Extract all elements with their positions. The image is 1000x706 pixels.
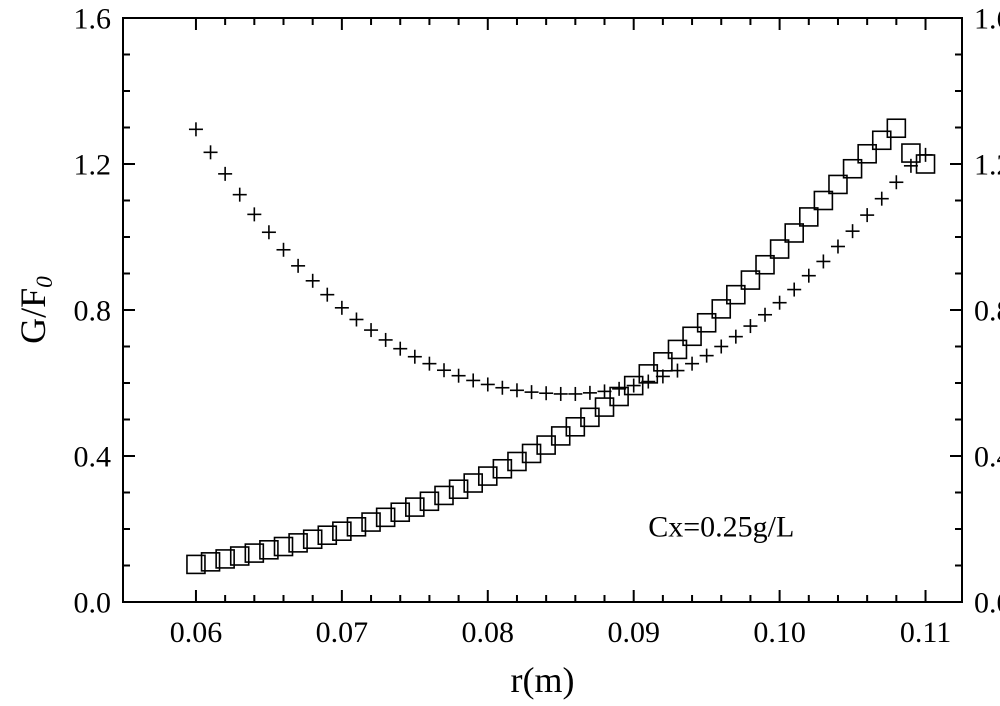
x-tick-label: 0.06 — [170, 616, 223, 649]
x-tick-label: 0.11 — [900, 616, 951, 649]
x-tick-label: 0.10 — [753, 616, 806, 649]
annotation-text: Cx=0.25g/L — [648, 510, 794, 543]
y-tick-label-left: 1.6 — [74, 3, 112, 36]
y-tick-label-left: 0.0 — [74, 587, 112, 620]
y-tick-label-right: 0.8 — [974, 295, 1000, 328]
y-tick-label-left: 0.8 — [74, 295, 112, 328]
svg-text:G/F0: G/F0 — [13, 276, 58, 344]
y-tick-label-right: 0.4 — [974, 441, 1000, 474]
x-axis: 0.06 0.07 0.08 0.09 0.10 0.11 r(m) — [170, 18, 952, 700]
y-tick-label-right: 1.2 — [974, 149, 1000, 182]
plot-frame — [123, 18, 962, 602]
x-tick-label: 0.07 — [316, 616, 369, 649]
y-tick-label-right: 1.6 — [974, 3, 1000, 36]
y-tick-label-left: 1.2 — [74, 149, 112, 182]
y-tick-label-right: 0.0 — [974, 587, 1000, 620]
series-plus-series — [189, 122, 933, 401]
x-tick-label: 0.08 — [462, 616, 515, 649]
x-axis-label: r(m) — [511, 660, 575, 700]
series-square-series — [187, 119, 935, 573]
scatter-chart: 0.06 0.07 0.08 0.09 0.10 0.11 r(m) 0.0 0.0 0.4 0.4… — [0, 0, 1000, 706]
x-tick-label: 0.09 — [607, 616, 660, 649]
y-tick-label-left: 0.4 — [74, 441, 112, 474]
y-axis: 0.0 0.0 0.4 0.4 0.8 0.8 1.2 1.2 1.6 1.6 G/F0 — [13, 3, 1000, 620]
y-axis-label: G/F0 — [13, 276, 58, 344]
